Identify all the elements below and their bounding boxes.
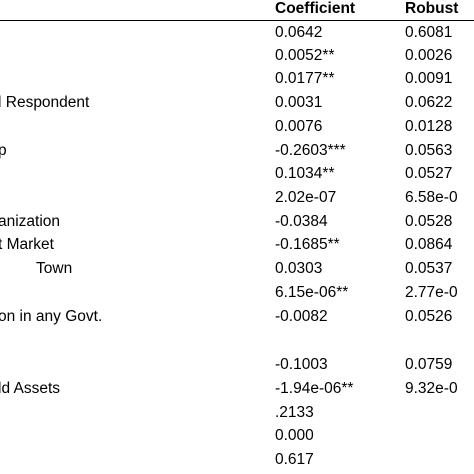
robust-se-value: 2.77e-0 [405,284,458,301]
row-label: p [0,142,7,159]
robust-se-value: 0.0526 [405,308,453,325]
coefficient-value: 0.617 [275,451,314,468]
coefficient-value: .2133 [275,404,314,421]
coefficient-value: -0.0384 [275,213,328,230]
coefficient-value: 2.02e-07 [275,189,337,206]
robust-se-value: 0.0622 [405,94,453,111]
robust-se-value: 0.0528 [405,213,453,230]
column-header: Robust [405,0,459,17]
coefficient-value: 0.0177** [275,70,335,87]
row-label: on in any Govt. [0,308,103,325]
robust-se-value: 9.32e-0 [405,380,458,397]
robust-se-value: 0.6081 [405,24,453,41]
row-label: Town [36,260,73,277]
robust-se-value: 0.0026 [405,47,453,64]
robust-se-value: 0.0537 [405,260,453,277]
robust-se-value: 0.0527 [405,165,453,182]
robust-se-value: 0.0759 [405,356,453,373]
coefficient-value: 0.0052** [275,47,335,64]
coefficient-value: -0.2603*** [275,142,346,159]
coefficient-value: 0.0642 [275,24,323,41]
robust-se-value: 0.0091 [405,70,453,87]
robust-se-value: 0.0128 [405,118,453,135]
coefficient-value: 0.1034** [275,165,335,182]
row-label: anization [0,213,61,230]
coefficient-value: 0.0031 [275,94,323,111]
robust-se-value: 0.0563 [405,142,453,159]
row-label: t Market [0,236,54,253]
coefficient-value: -0.1685** [275,236,340,253]
row-label: l Respondent [0,94,90,111]
coefficient-value: 0.000 [275,427,314,444]
coefficient-value: -1.94e-06** [275,380,354,397]
coefficient-value: -0.0082 [275,308,328,325]
robust-se-value: 6.58e-0 [405,189,458,206]
column-header: Coefficient [275,0,356,17]
coefficient-value: -0.1003 [275,356,328,373]
coefficient-value: 0.0076 [275,118,323,135]
header-rule [0,20,474,21]
coefficient-value: 0.0303 [275,260,323,277]
row-label: ld Assets [0,380,61,397]
coefficient-value: 6.15e-06** [275,284,349,301]
robust-se-value: 0.0864 [405,236,453,253]
